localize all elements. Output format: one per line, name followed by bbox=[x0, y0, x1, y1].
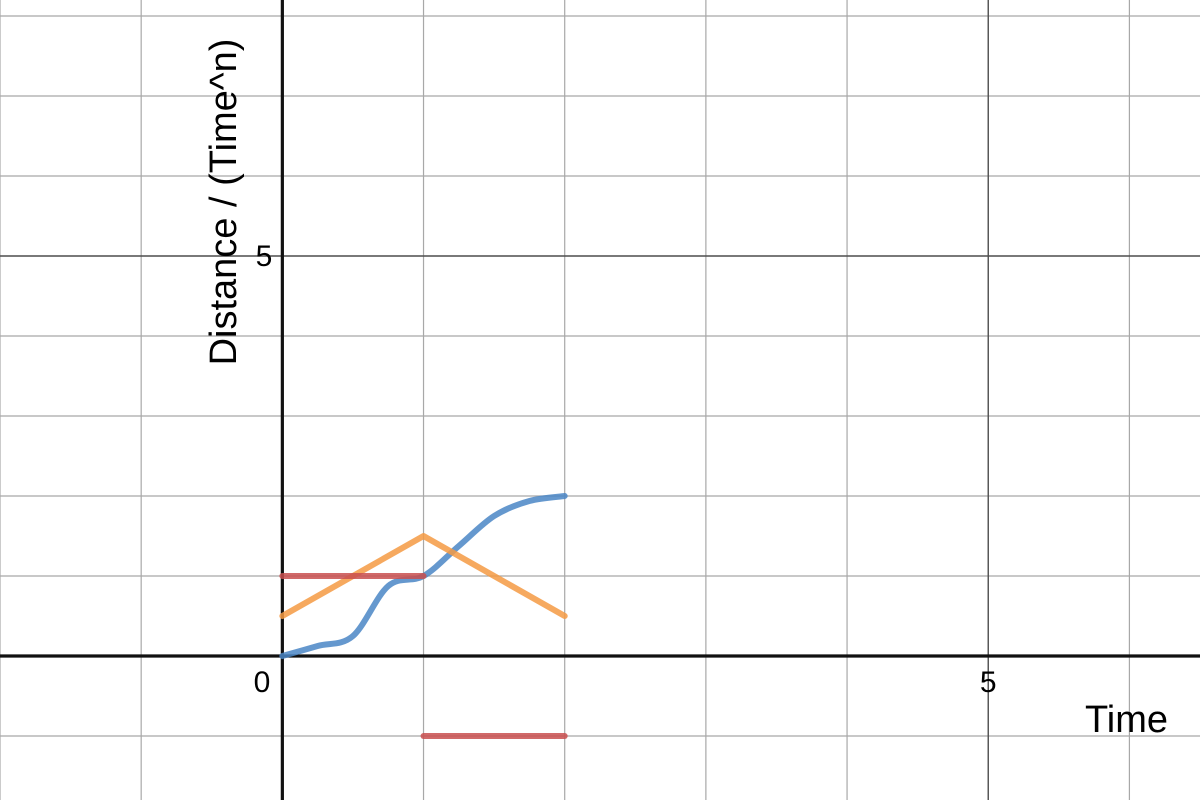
series-layer bbox=[279, 493, 568, 739]
x-tick-label: 5 bbox=[980, 666, 997, 699]
x-tick-label: 0 bbox=[254, 666, 271, 699]
ticks-layer: 0 5 5 bbox=[254, 240, 997, 699]
x-axis-title: Time bbox=[1085, 699, 1168, 741]
y-axis-title: Distance / (Time^n) bbox=[203, 39, 245, 366]
series-line-2 bbox=[279, 533, 568, 619]
y-tick-label: 5 bbox=[256, 240, 273, 273]
